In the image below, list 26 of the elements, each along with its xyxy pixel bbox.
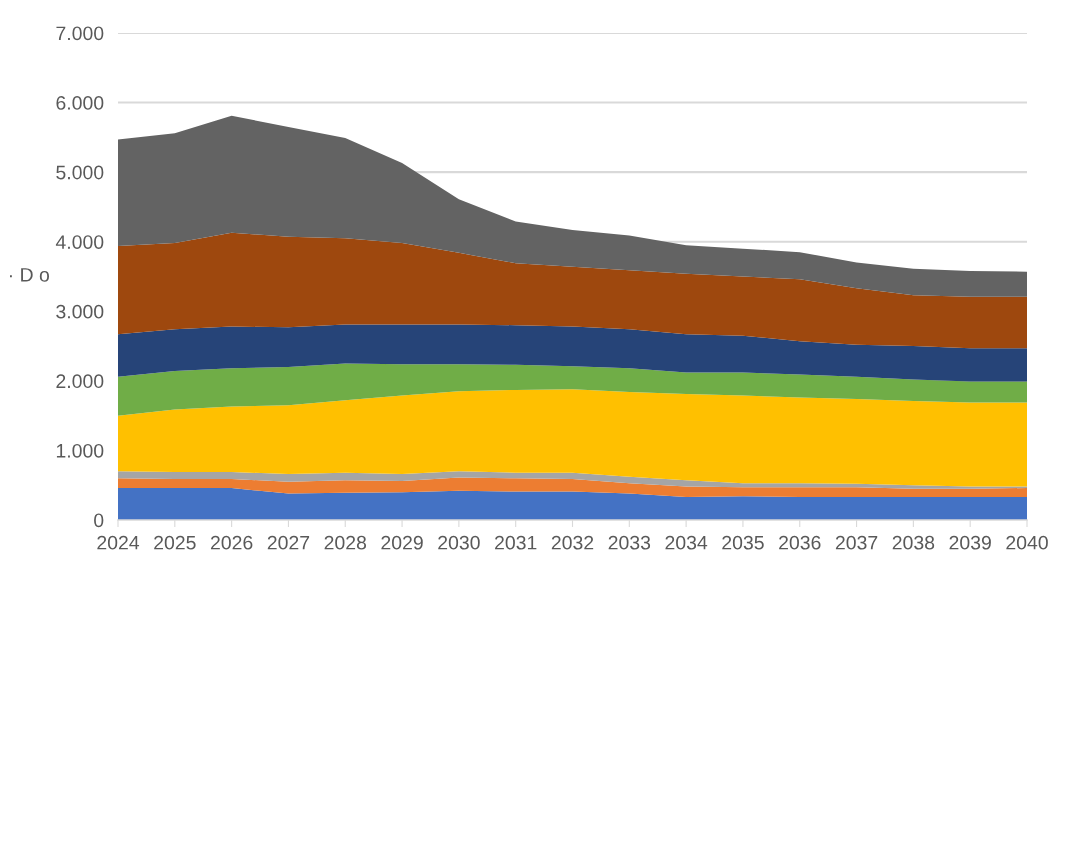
x-tick-label: 2028 — [324, 535, 367, 550]
x-tick-label: 2034 — [665, 535, 708, 550]
x-tick-label: 2033 — [608, 535, 651, 550]
x-tick-label: 2027 — [267, 535, 310, 550]
x-tick-label: 2031 — [495, 535, 537, 550]
y-tick-label: 3.000 — [56, 304, 104, 319]
y-tick-label: 2.000 — [56, 374, 104, 389]
x-tick-label: 2035 — [722, 535, 764, 550]
x-tick-label: 2036 — [779, 535, 821, 550]
y-tick-label: 1.000 — [56, 443, 104, 458]
y-tick-label: 0 — [94, 513, 104, 528]
y-tick-label: 5.000 — [56, 165, 104, 180]
y-tick-label: 7.000 — [56, 26, 104, 41]
x-tick-label: 2040 — [1006, 535, 1048, 550]
y-axis-title: · D o — [10, 268, 50, 282]
x-tick-label: 2032 — [551, 535, 594, 550]
x-tick-label: 2039 — [949, 535, 991, 550]
y-tick-label: 6.000 — [56, 96, 104, 110]
x-tick-label: 2024 — [97, 535, 140, 550]
x-tick-label: 2038 — [892, 535, 935, 550]
x-tick-label: 2025 — [154, 535, 196, 550]
y-tick-label: 4.000 — [55, 235, 104, 249]
x-tick-label: 2029 — [381, 535, 423, 550]
x-tick-label: 2037 — [835, 535, 878, 550]
x-tick-label: 2030 — [438, 535, 480, 550]
x-tick-label: 2026 — [210, 535, 253, 550]
